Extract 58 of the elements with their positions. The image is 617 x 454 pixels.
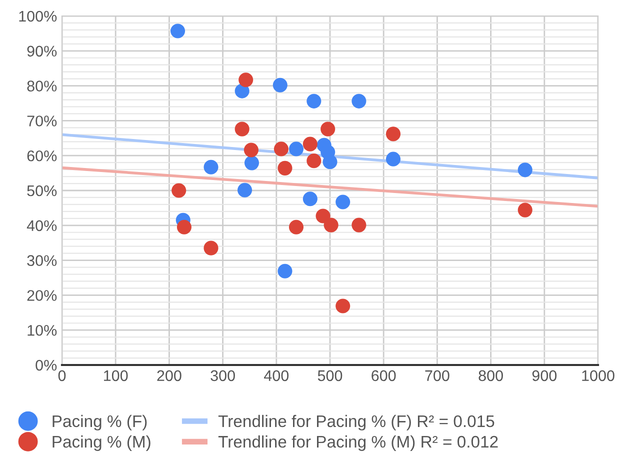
point (324, 218, 338, 232)
point (238, 72, 254, 88)
y-tick-label: 100% (19, 10, 57, 22)
y-tick-label: 60% (27, 150, 57, 162)
point (172, 183, 186, 198)
x-tick-label: 500 (318, 370, 342, 382)
point (278, 160, 292, 176)
legend-label: Trendline for Pacing % (F) R² = 0.015 (218, 414, 494, 430)
y-tick-label: 70% (27, 116, 57, 126)
y-tick-label: 40% (26, 220, 57, 232)
legend-label: Pacing % (M) (52, 435, 150, 451)
point (336, 194, 350, 210)
point (244, 142, 258, 158)
x-tick-label: 200 (157, 370, 182, 382)
point (306, 94, 322, 108)
point (322, 154, 338, 170)
point (204, 160, 218, 174)
point (302, 136, 318, 152)
x-tick-label: 1000 (582, 370, 614, 382)
point (320, 122, 336, 136)
point (518, 202, 532, 218)
y-tick-label: 0% (36, 360, 57, 371)
y-tick-label: 10% (28, 324, 57, 336)
point (176, 220, 192, 234)
point (518, 162, 532, 178)
point (386, 126, 401, 142)
point (288, 220, 304, 234)
point (386, 152, 401, 166)
point (274, 142, 289, 156)
x-tick-label: 600 (372, 370, 396, 382)
point (170, 24, 186, 38)
point (204, 240, 218, 256)
x-tick-label: 100 (104, 370, 128, 382)
point (234, 122, 250, 136)
y-tick-label: 30% (27, 255, 57, 266)
y-tick-label: 90% (27, 46, 57, 57)
point (302, 192, 318, 206)
x-tick-label: 400 (264, 370, 289, 382)
point (352, 94, 366, 108)
point (237, 182, 252, 198)
y-tick-label: 50% (27, 185, 57, 196)
point (278, 264, 292, 278)
x-tick-label: 900 (532, 370, 557, 382)
x-tick-label: 300 (210, 370, 235, 382)
legend-label: Pacing % (F) (52, 414, 147, 430)
point (316, 208, 330, 224)
point (288, 142, 304, 156)
y-tick-label: 80% (27, 80, 57, 92)
x-tick-label: 800 (478, 370, 503, 382)
legend-label: Trendline for Pacing % (M) R² = 0.012 (218, 435, 498, 451)
x-tick-label: 0 (58, 370, 66, 382)
point (306, 154, 322, 168)
y-tick-label: 20% (27, 290, 57, 301)
x-tick-label: 700 (425, 370, 450, 382)
point (272, 78, 288, 92)
point (352, 218, 366, 232)
point (336, 298, 350, 314)
point (244, 156, 260, 170)
